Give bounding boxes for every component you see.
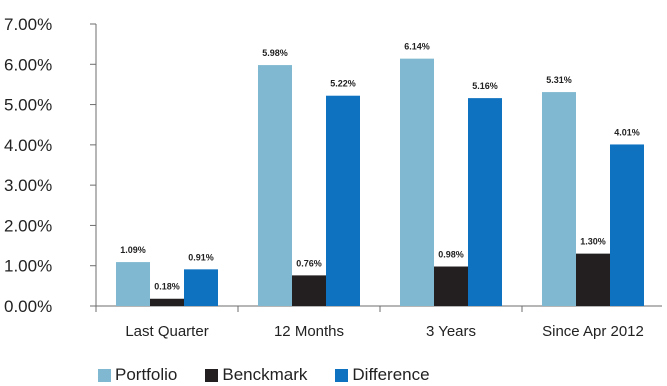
category-label-0: Last Quarter — [125, 323, 208, 340]
bar-difference-2 — [468, 98, 502, 306]
chart-bars — [116, 58, 644, 306]
legend-swatch-portfolio — [98, 368, 111, 382]
chart-labels: 1.09% 0.18% 0.91% Last Quarter 5.98% 0.76% 5.2… — [120, 42, 644, 340]
bar-portfolio-1 — [258, 65, 292, 306]
data-label-difference-0: 0.91% — [188, 252, 214, 262]
data-label-benckmark-3: 1.30% — [580, 237, 606, 247]
bar-benckmark-1 — [292, 275, 326, 306]
bar-difference-1 — [326, 95, 360, 306]
y-tick-label: 0.00% — [4, 297, 52, 316]
legend-label-difference: Difference — [352, 365, 430, 384]
bar-portfolio-0 — [116, 262, 150, 306]
y-tick-label: 2.00% — [4, 216, 52, 235]
bar-difference-3 — [610, 144, 644, 306]
chart-legend: Portfolio Benckmark Difference — [98, 364, 458, 386]
data-label-portfolio-3: 5.31% — [546, 75, 572, 85]
legend-label-portfolio: Portfolio — [115, 365, 178, 384]
category-label-3: Since Apr 2012 — [542, 323, 644, 340]
legend-swatch-difference — [335, 368, 349, 382]
chart-axes: 0.00% 1.00% 2.00% 3.00% 4.00% 5.00% 6.00% 7.00% — [4, 15, 662, 316]
legend-item-portfolio: Portfolio — [98, 365, 177, 385]
bar-benckmark-0 — [150, 298, 184, 306]
bar-difference-0 — [184, 269, 218, 306]
y-tick-label: 3.00% — [4, 176, 52, 195]
data-label-difference-3: 4.01% — [614, 127, 640, 137]
category-label-2: 3 Years — [426, 323, 476, 340]
data-label-portfolio-2: 6.14% — [404, 42, 430, 52]
data-label-benckmark-1: 0.76% — [296, 258, 322, 268]
legend-label-benchmark: Benckmark — [222, 365, 308, 384]
data-label-difference-1: 5.22% — [330, 79, 356, 89]
data-label-benckmark-2: 0.98% — [438, 250, 464, 260]
bar-benckmark-2 — [434, 266, 468, 306]
y-tick-label: 4.00% — [4, 136, 52, 155]
y-tick-label: 6.00% — [4, 55, 52, 74]
legend-swatch-benchmark — [205, 368, 219, 382]
bar-portfolio-2 — [400, 58, 434, 306]
data-label-benckmark-0: 0.18% — [154, 282, 180, 292]
bar-benckmark-3 — [576, 253, 610, 306]
bar-portfolio-3 — [542, 92, 576, 306]
legend-item-difference: Difference — [335, 365, 430, 385]
y-tick-label: 7.00% — [4, 15, 52, 34]
y-tick-label: 1.00% — [4, 257, 52, 276]
data-label-portfolio-1: 5.98% — [262, 48, 288, 58]
category-label-1: 12 Months — [274, 323, 344, 340]
data-label-portfolio-0: 1.09% — [120, 245, 146, 255]
data-label-difference-2: 5.16% — [472, 81, 498, 91]
y-tick-label: 5.00% — [4, 96, 52, 115]
legend-item-benchmark: Benckmark — [205, 365, 307, 385]
